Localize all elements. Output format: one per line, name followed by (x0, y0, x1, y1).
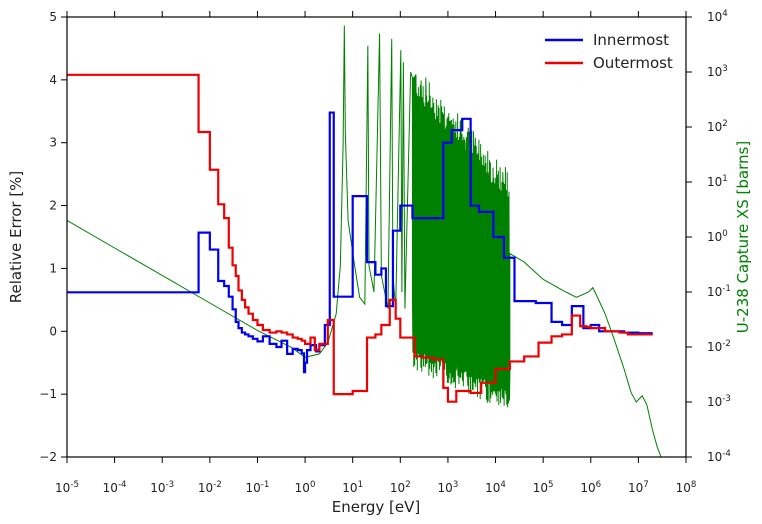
y2-tick-label: 101 (707, 174, 728, 189)
y-tick-label: 4 (49, 73, 57, 87)
x-axis-label: Energy [eV] (332, 498, 420, 516)
x-tick-label: 104 (485, 480, 506, 495)
y2-tick-label: 102 (707, 119, 728, 134)
y-axis-label: Relative Error [%] (7, 171, 25, 304)
series-line-u238-capture-xs (67, 25, 662, 457)
x-tick-label: 10-3 (150, 480, 174, 495)
y-tick-label: 1 (49, 261, 57, 275)
y2-tick-label: 10-3 (707, 394, 731, 409)
y-tick-label: −1 (39, 387, 57, 401)
x-tick-label: 102 (390, 480, 411, 495)
y-tick-label: 2 (49, 199, 57, 213)
x-tick-label: 101 (342, 480, 363, 495)
y2-tick-label: 10-4 (707, 449, 731, 464)
y2-axis-label: U-238 Capture XS [barns] (734, 141, 752, 333)
y-tick-label: −2 (39, 450, 57, 464)
y2-tick-label: 104 (707, 9, 728, 24)
x-tick-label: 103 (438, 480, 459, 495)
x-tick-label: 105 (533, 480, 554, 495)
x-tick-label: 106 (580, 480, 601, 495)
x-tick-label: 10-5 (55, 480, 79, 495)
legend-label-innermost: Innermost (593, 31, 669, 49)
y-tick-label: 0 (49, 324, 57, 338)
x-tick-label: 10-1 (246, 480, 270, 495)
y2-tick-label: 10-1 (707, 284, 731, 299)
legend-label-outermost: Outermost (593, 54, 673, 72)
x-tick-label: 107 (628, 480, 649, 495)
x-tick-label: 10-2 (198, 480, 222, 495)
x-tick-label: 100 (295, 480, 316, 495)
y2-tick-label: 103 (707, 64, 728, 79)
y-tick-label: 5 (49, 10, 57, 24)
y2-tick-label: 10-2 (707, 339, 731, 354)
plot-background (67, 17, 686, 457)
series-line-outermost (67, 73, 653, 403)
legend: Innermost Outermost (545, 31, 673, 72)
y-tick-label: 3 (49, 136, 57, 150)
x-tick-label: 108 (676, 480, 697, 495)
x-tick-label: 10-4 (103, 480, 127, 495)
y2-tick-label: 100 (707, 229, 728, 244)
series-line-innermost (67, 111, 653, 374)
